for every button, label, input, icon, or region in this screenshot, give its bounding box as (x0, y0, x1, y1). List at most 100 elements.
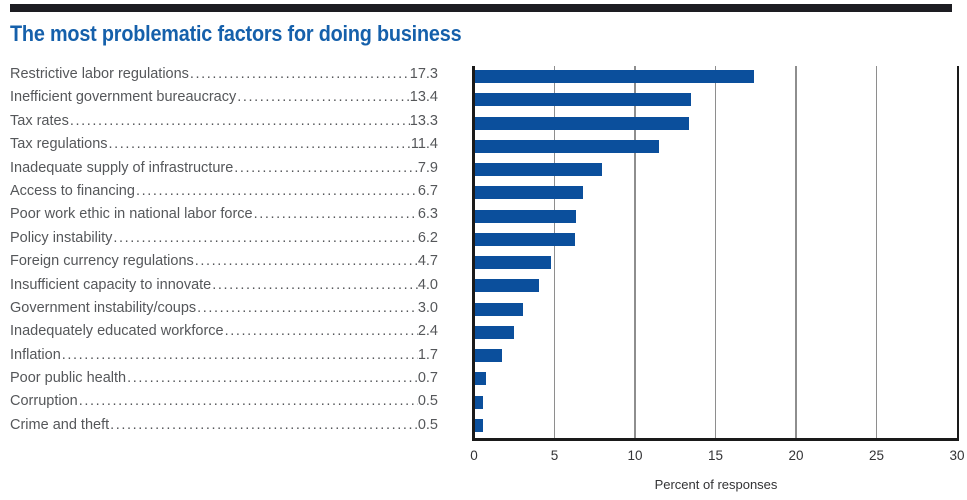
factor-row: Poor work ethic in national labor force 6… (10, 203, 438, 226)
factor-value: 0.5 (417, 393, 438, 410)
factor-label: Policy instability (10, 229, 113, 246)
factor-value: 13.4 (409, 89, 438, 106)
factor-value: 13.3 (409, 112, 438, 129)
factor-label: Poor public health (10, 370, 127, 387)
factor-row: Government instability/coups 3.0 (10, 297, 438, 320)
gridline (553, 66, 556, 438)
dot-leader (211, 274, 418, 297)
bar (475, 70, 754, 83)
factor-row: Inflation 1.7 (10, 344, 438, 367)
bar (475, 116, 690, 130)
axis-tick-label: 5 (550, 448, 559, 463)
axis-tick-label: 25 (868, 448, 885, 463)
factor-row: Insufficient capacity to innovate 4.0 (10, 274, 438, 297)
dot-leader (194, 250, 418, 273)
factor-label: Corruption (10, 393, 78, 410)
bar (475, 93, 691, 107)
factor-value: 6.2 (417, 229, 438, 246)
dot-leader (109, 414, 418, 437)
figure-title: The most problematic factors for doing b… (10, 21, 462, 46)
gridline (714, 66, 717, 438)
bar-chart-plot (472, 66, 959, 441)
factor-label: Restrictive labor regulations (10, 66, 189, 82)
dot-leader (253, 203, 418, 226)
factor-label: Insufficient capacity to innovate (10, 276, 212, 293)
factor-label: Tax rates (10, 112, 69, 129)
factor-list: Restrictive labor regulations 17.3 Ineffic… (10, 63, 438, 437)
factor-label: Crime and theft (10, 416, 110, 433)
bar (475, 163, 603, 176)
factor-value: 11.4 (410, 136, 438, 153)
factor-value: 6.3 (417, 206, 438, 223)
factor-row: Inadequately educated workforce 2.4 (10, 320, 438, 343)
dot-leader (78, 390, 418, 413)
factor-value: 7.9 (417, 159, 438, 176)
axis-tick-label: 0 (470, 448, 478, 463)
factor-label: Tax regulations (10, 136, 108, 153)
dot-leader (108, 133, 411, 156)
top-rule (10, 4, 952, 12)
x-axis-title: Percent of responses (654, 477, 778, 492)
dot-leader (112, 227, 417, 250)
bar (475, 139, 659, 153)
factor-row: Inefficient government bureaucracy 13.4 (10, 86, 438, 109)
factor-label: Foreign currency regulations (10, 253, 194, 270)
x-axis-line (472, 438, 959, 441)
factor-value: 4.0 (417, 276, 438, 293)
dot-leader (236, 86, 410, 109)
dot-leader (196, 297, 418, 320)
factor-label: Poor work ethic in national labor force (10, 206, 253, 223)
dot-leader (126, 367, 418, 390)
gridline (875, 66, 878, 438)
factor-row: Policy instability 6.2 (10, 227, 438, 250)
y-axis-line (472, 66, 475, 441)
axis-tick-label: 20 (788, 448, 804, 463)
factor-row: Tax regulations 11.4 (10, 133, 438, 156)
factor-row: Poor public health 0.7 (10, 367, 438, 390)
axis-tick-label: 15 (707, 448, 724, 463)
bar (475, 372, 487, 386)
factor-row: Inadequate supply of infrastructure 7.9 (10, 157, 438, 180)
factor-row: Restrictive labor regulations 17.3 (10, 63, 438, 86)
dot-leader (189, 63, 410, 86)
factor-label: Inadequately educated workforce (10, 323, 224, 340)
factor-row: Access to financing 6.7 (10, 180, 438, 203)
gridline (634, 66, 636, 438)
factor-row: Crime and theft 0.5 (10, 414, 438, 437)
bar (475, 302, 524, 316)
dot-leader (233, 157, 418, 180)
bar (475, 325, 514, 339)
factor-label: Inadequate supply of infrastructure (10, 159, 234, 176)
factor-row: Corruption 0.5 (10, 390, 438, 413)
factor-value: 0.7 (417, 370, 438, 387)
factor-label: Access to financing (10, 182, 135, 199)
bar (475, 232, 575, 246)
x-axis-tick-labels: 0 5 10 15 20 25 30 (0, 448, 967, 466)
dot-leader (69, 110, 410, 133)
factor-label: Inefficient government bureaucracy (10, 89, 237, 106)
factor-value: 6.7 (417, 182, 438, 199)
bar (475, 256, 551, 269)
factor-value: 3.0 (417, 299, 438, 316)
dot-leader (135, 180, 418, 203)
bar (475, 395, 484, 409)
axis-tick-label: 10 (627, 448, 643, 463)
gridline (795, 66, 797, 438)
factor-value: 1.7 (417, 346, 438, 363)
factor-label: Inflation (10, 346, 61, 363)
axis-tick-label: 30 (949, 448, 965, 463)
bar (475, 209, 577, 223)
factor-value: 0.5 (417, 416, 438, 433)
factor-value: 4.7 (417, 253, 438, 270)
bar (475, 186, 583, 200)
bar (475, 279, 540, 293)
factor-value: 17.3 (409, 66, 438, 82)
factor-row: Tax rates 13.3 (10, 110, 438, 133)
bar (475, 349, 503, 362)
plot-right-border (957, 66, 959, 441)
factor-label: Government instability/coups (10, 299, 197, 316)
factor-value: 2.4 (417, 323, 438, 340)
factor-row: Foreign currency regulations 4.7 (10, 250, 438, 273)
dot-leader (224, 320, 418, 343)
